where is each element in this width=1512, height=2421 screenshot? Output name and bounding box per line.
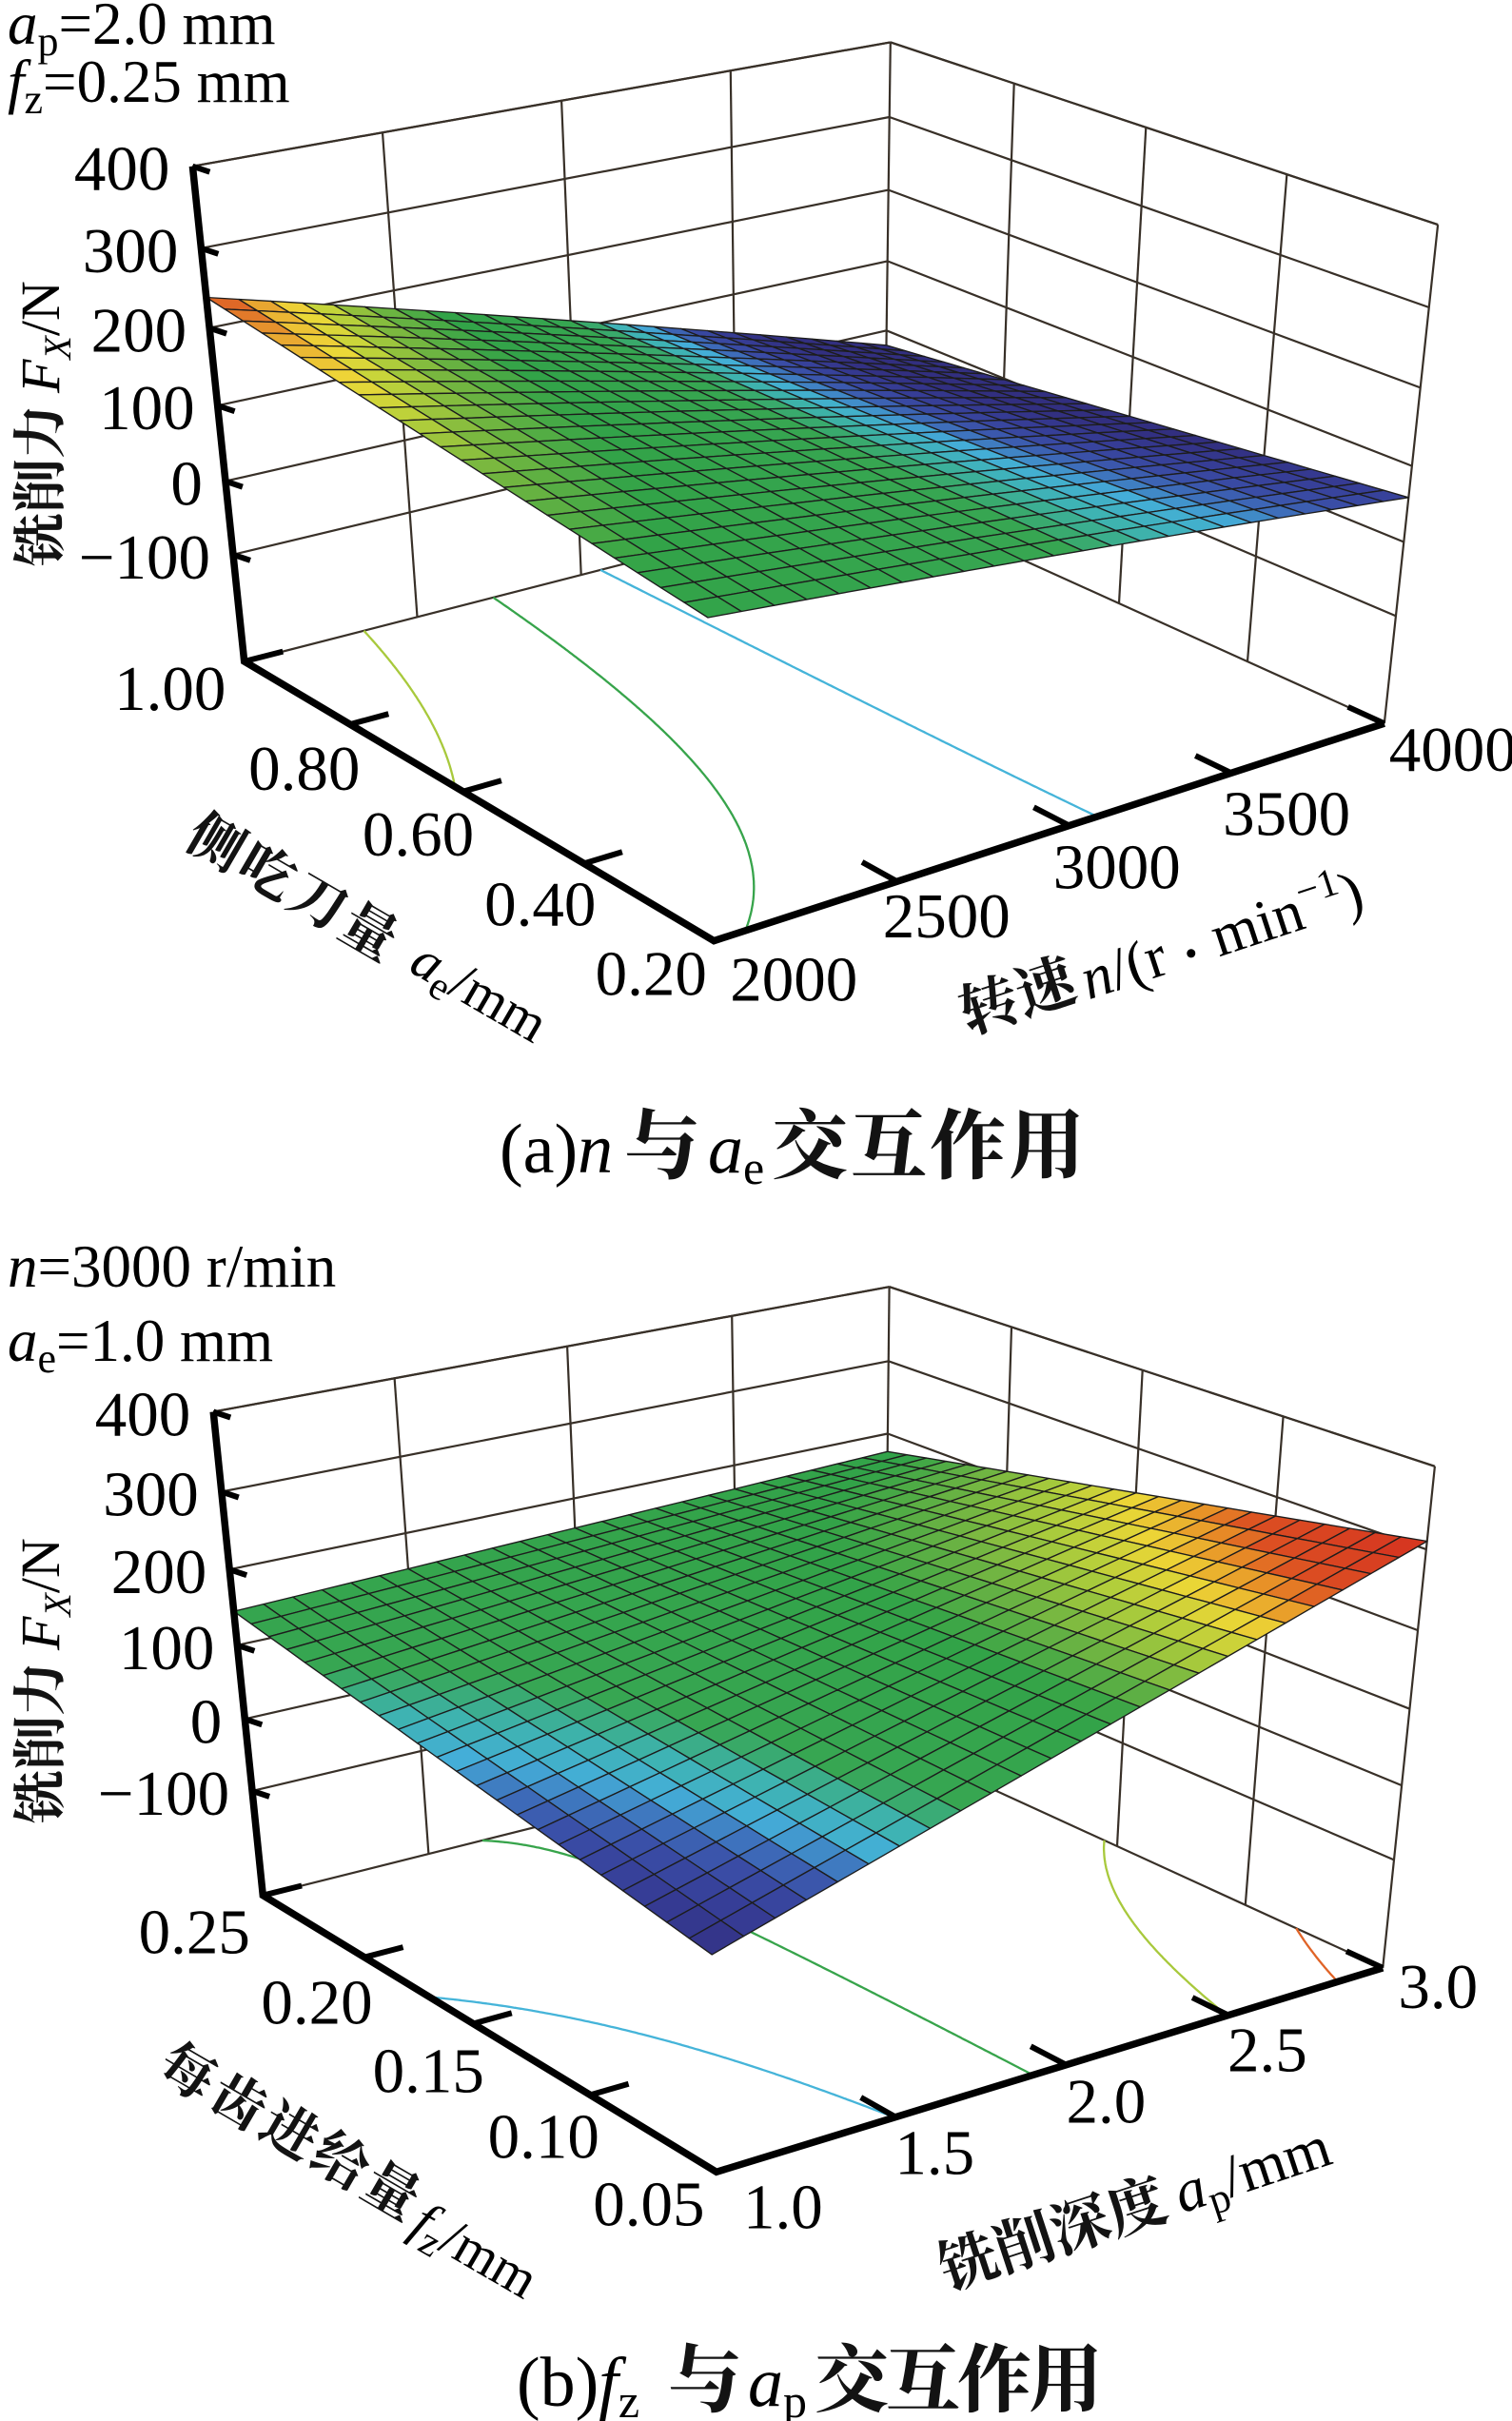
svg-text:1.00: 1.00 [114, 654, 226, 724]
svg-text:0.05: 0.05 [593, 2169, 704, 2239]
svg-text:3500: 3500 [1223, 778, 1350, 849]
svg-text:3.0: 3.0 [1398, 1952, 1478, 2022]
svg-text:FX/N: FX/N [10, 1538, 79, 1651]
svg-text:4000: 4000 [1389, 715, 1512, 785]
svg-text:300: 300 [103, 1460, 199, 1530]
svg-text:(b)fz: (b)fz [517, 2344, 639, 2421]
svg-text:400: 400 [95, 1380, 191, 1450]
svg-text:0: 0 [190, 1686, 223, 1757]
svg-text:0: 0 [170, 449, 203, 520]
svg-text:100: 100 [119, 1613, 215, 1683]
svg-text:0.60: 0.60 [363, 799, 474, 870]
svg-text:fz=0.25 mm: fz=0.25 mm [8, 49, 290, 123]
svg-text:0.20: 0.20 [596, 939, 707, 1010]
svg-text:200: 200 [91, 296, 187, 366]
svg-text:2000: 2000 [730, 945, 857, 1015]
svg-text:100: 100 [99, 373, 195, 443]
svg-text:200: 200 [111, 1537, 207, 1607]
svg-text:n=3000 r/min: n=3000 r/min [8, 1233, 336, 1300]
svg-text:ae: ae [708, 1111, 764, 1194]
svg-text:0.40: 0.40 [484, 869, 596, 939]
svg-text:ap: ap [748, 2344, 807, 2421]
svg-text:ap/mm: ap/mm [1166, 2113, 1342, 2234]
svg-text:ae=1.0 mm: ae=1.0 mm [8, 1308, 273, 1382]
svg-text:fz/mm: fz/mm [398, 2190, 549, 2317]
svg-text:2.0: 2.0 [1067, 2067, 1147, 2137]
svg-text:0.25: 0.25 [139, 1898, 250, 1968]
svg-text:1.0: 1.0 [743, 2172, 823, 2242]
svg-text:0.80: 0.80 [248, 734, 360, 804]
svg-text:2500: 2500 [883, 881, 1011, 952]
svg-text:2.5: 2.5 [1227, 2016, 1307, 2086]
svg-text:300: 300 [83, 216, 179, 286]
svg-text:3000: 3000 [1053, 833, 1181, 903]
svg-text:0.15: 0.15 [373, 2037, 484, 2107]
svg-text:400: 400 [74, 134, 170, 205]
svg-text:−100: −100 [98, 1759, 229, 1829]
svg-text:−100: −100 [79, 522, 210, 593]
svg-text:0.20: 0.20 [261, 1968, 372, 2038]
svg-text:ae/mm: ae/mm [397, 928, 559, 1062]
svg-text:1.5: 1.5 [894, 2118, 974, 2189]
svg-text:ap=2.0 mm: ap=2.0 mm [8, 0, 276, 65]
svg-text:FX/N: FX/N [10, 281, 79, 394]
svg-text:0.10: 0.10 [488, 2101, 599, 2172]
svg-text:(a)n: (a)n [500, 1111, 613, 1189]
